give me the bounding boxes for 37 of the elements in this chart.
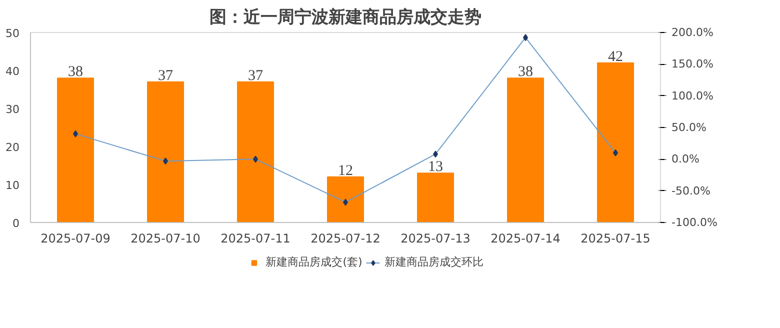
- data-label: 38: [68, 64, 83, 80]
- bar: [327, 176, 364, 222]
- data-label: 37: [158, 68, 174, 84]
- y-tick-label: 50: [6, 27, 20, 40]
- y-tick-label: 10: [6, 179, 20, 192]
- bar: [147, 81, 184, 222]
- legend-label: 新建商品房成交环比: [384, 254, 484, 270]
- x-tick-label: 2025-07-09: [40, 232, 110, 246]
- y2-tick-label: 100.0%: [672, 89, 714, 102]
- y2-tick-label: 50.0%: [672, 121, 706, 134]
- bar: [237, 81, 274, 222]
- bar: [507, 78, 544, 222]
- y-tick-label: 0: [12, 217, 20, 230]
- x-tick-label: 2025-07-11: [220, 232, 290, 246]
- x-tick-label: 2025-07-15: [580, 232, 650, 246]
- y2-tick-label: -100.0%: [672, 216, 718, 229]
- x-tick-label: 2025-07-13: [400, 232, 470, 246]
- bar: [57, 78, 94, 222]
- x-tick-label: 2025-07-10: [130, 232, 200, 246]
- bar: [417, 172, 454, 222]
- y2-tick-label: -50.0%: [672, 184, 710, 198]
- data-label: 12: [338, 162, 353, 179]
- data-label: 38: [518, 64, 533, 80]
- x-tick-label: 2025-07-12: [310, 232, 380, 246]
- y-tick-label: 30: [6, 103, 20, 116]
- chart-title: 图：近一周宁波新建商品房成交走势: [210, 8, 482, 28]
- y2-tick-label: 0.0%: [672, 152, 700, 166]
- legend-label: 新建商品房成交(套): [266, 254, 362, 270]
- bar: [597, 62, 634, 222]
- y-tick-label: 40: [6, 65, 20, 78]
- data-label: 13: [428, 159, 443, 176]
- x-tick-label: 2025-07-14: [490, 232, 560, 246]
- y2-tick-label: 150.0%: [672, 58, 714, 71]
- y2-tick-label: 200.0%: [672, 26, 714, 39]
- y-tick-label: 20: [6, 141, 20, 154]
- data-label: 42: [608, 48, 623, 65]
- data-label: 37: [248, 68, 264, 84]
